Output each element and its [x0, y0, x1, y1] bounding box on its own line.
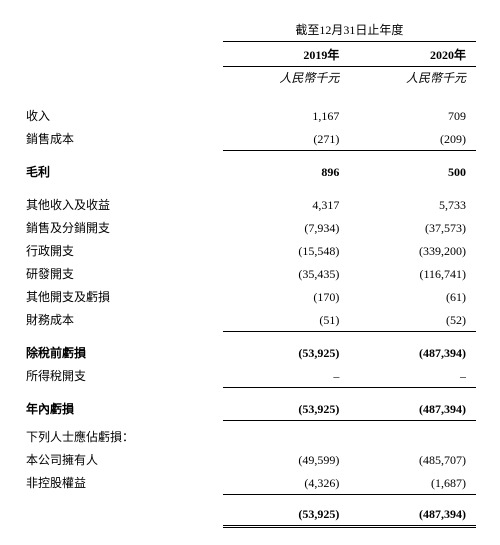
table-row: 毛利 896 500 [24, 160, 476, 183]
row-label: 財務成本 [24, 308, 223, 331]
row-label: 行政開支 [24, 239, 223, 262]
row-value: (1,687) [349, 471, 476, 494]
row-label: 毛利 [24, 160, 223, 183]
row-label: 所得稅開支 [24, 364, 223, 387]
row-value: 709 [349, 104, 476, 127]
table-row: 下列人士應佔虧損： [24, 425, 476, 448]
row-value: (49,599) [223, 448, 350, 471]
table-row: 其他開支及虧損 (170) (61) [24, 285, 476, 308]
row-label: 非控股權益 [24, 471, 223, 494]
row-value: (35,435) [223, 262, 350, 285]
row-value: (37,573) [349, 216, 476, 239]
row-value: 896 [223, 160, 350, 183]
row-value: (53,925) [223, 341, 350, 364]
table-row: 除稅前虧損 (53,925) (487,394) [24, 341, 476, 364]
row-label: 其他開支及虧損 [24, 285, 223, 308]
unit-col-1: 人民幣千元 [223, 67, 350, 95]
row-value: (52) [349, 308, 476, 331]
table-row: 銷售及分銷開支 (7,934) (37,573) [24, 216, 476, 239]
row-label: 除稅前虧損 [24, 341, 223, 364]
year-col-2: 2020年 [349, 42, 476, 67]
table-row: 財務成本 (51) (52) [24, 308, 476, 331]
year-col-1: 2019年 [223, 42, 350, 67]
row-value: (487,394) [349, 341, 476, 364]
row-value: (116,741) [349, 262, 476, 285]
row-value: – [349, 364, 476, 387]
row-label: 收入 [24, 104, 223, 127]
row-label: 銷售及分銷開支 [24, 216, 223, 239]
table-row: 收入 1,167 709 [24, 104, 476, 127]
row-label: 年內虧損 [24, 397, 223, 420]
row-label: 研發開支 [24, 262, 223, 285]
row-label: 下列人士應佔虧損： [24, 425, 223, 448]
period-title: 截至12月31日止年度 [223, 18, 476, 42]
row-value: (485,707) [349, 448, 476, 471]
row-value: (170) [223, 285, 350, 308]
row-value: (339,200) [349, 239, 476, 262]
row-label: 其他收入及收益 [24, 193, 223, 216]
row-value: (7,934) [223, 216, 350, 239]
row-label: 本公司擁有人 [24, 448, 223, 471]
table-row: 年內虧損 (53,925) (487,394) [24, 397, 476, 420]
row-value: 1,167 [223, 104, 350, 127]
row-value: (4,326) [223, 471, 350, 494]
table-row: 行政開支 (15,548) (339,200) [24, 239, 476, 262]
row-value: (61) [349, 285, 476, 308]
row-value: – [223, 364, 350, 387]
row-value: (51) [223, 308, 350, 331]
row-value: (53,925) [223, 397, 350, 420]
financial-statement-table: 截至12月31日止年度 2019年 2020年 人民幣千元 人民幣千元 收入 1… [24, 18, 476, 528]
table-row: 研發開支 (35,435) (116,741) [24, 262, 476, 285]
row-value: (209) [349, 127, 476, 150]
table-row: (53,925) (487,394) [24, 504, 476, 527]
table-row: 其他收入及收益 4,317 5,733 [24, 193, 476, 216]
row-value: 4,317 [223, 193, 350, 216]
table-row: 非控股權益 (4,326) (1,687) [24, 471, 476, 494]
row-value: (487,394) [349, 397, 476, 420]
row-value: (53,925) [223, 504, 350, 527]
row-value: 5,733 [349, 193, 476, 216]
table-row: 本公司擁有人 (49,599) (485,707) [24, 448, 476, 471]
row-value: (487,394) [349, 504, 476, 527]
row-value: 500 [349, 160, 476, 183]
table-row: 銷售成本 (271) (209) [24, 127, 476, 150]
unit-col-2: 人民幣千元 [349, 67, 476, 95]
row-value: (15,548) [223, 239, 350, 262]
row-value: (271) [223, 127, 350, 150]
row-label: 銷售成本 [24, 127, 223, 150]
table-row: 所得稅開支 – – [24, 364, 476, 387]
